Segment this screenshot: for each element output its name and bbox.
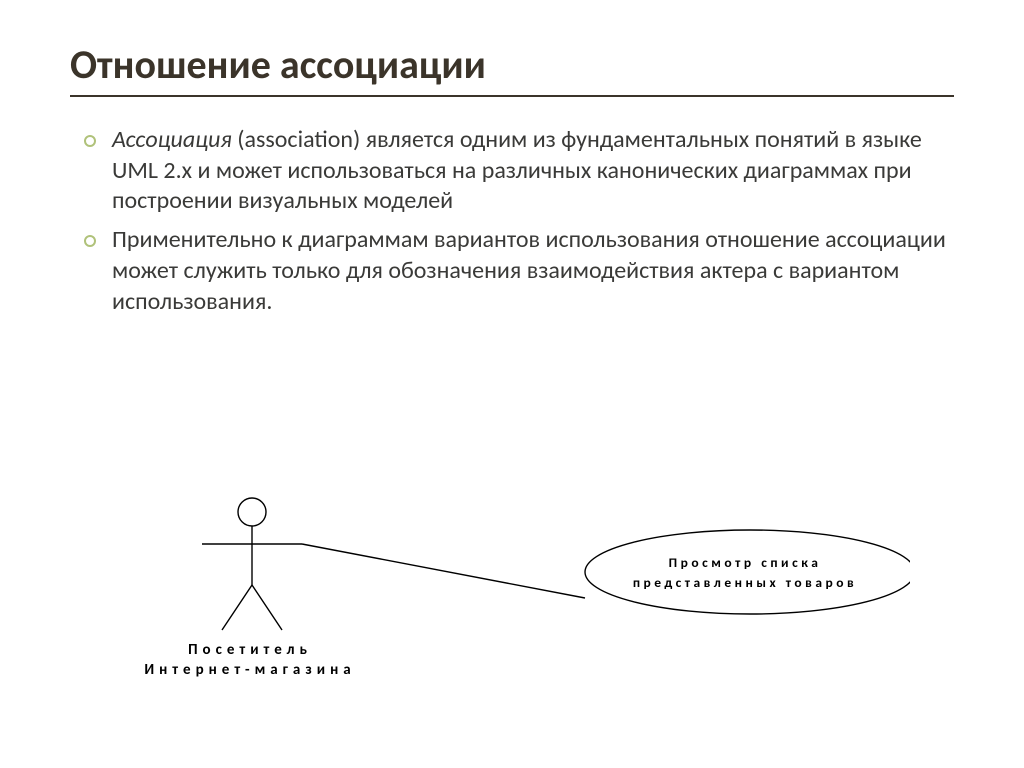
association-line	[302, 544, 585, 598]
actor-label-line2: Интернет-магазина	[144, 661, 355, 679]
actor-label: Посетитель Интернет-магазина	[90, 640, 410, 681]
bullet-item: Ассоциация (association) является одним …	[84, 125, 954, 217]
use-case-diagram	[130, 490, 910, 730]
bullet-item: Применительно к диаграммам вариантов исп…	[84, 225, 954, 317]
slide: Отношение ассоциации Ассоциация (associa…	[0, 0, 1024, 345]
bullet-list: Ассоциация (association) является одним …	[84, 125, 954, 317]
use-case-label-line2: представленных товаров	[633, 574, 857, 591]
actor-head-icon	[238, 498, 266, 526]
bullet-text: Применительно к диаграммам вариантов исп…	[112, 225, 946, 315]
slide-title: Отношение ассоциации	[70, 40, 954, 97]
actor-leg-right	[252, 585, 282, 630]
use-case-label: Просмотр списка представленных товаров	[600, 553, 890, 592]
use-case-label-line1: Просмотр списка	[669, 554, 822, 571]
actor-label-line1: Посетитель	[188, 641, 312, 659]
bullet-lead: Ассоциация	[112, 125, 232, 154]
actor-leg-left	[222, 585, 252, 630]
bullet-text: (association) является одним из фундамен…	[112, 125, 922, 215]
